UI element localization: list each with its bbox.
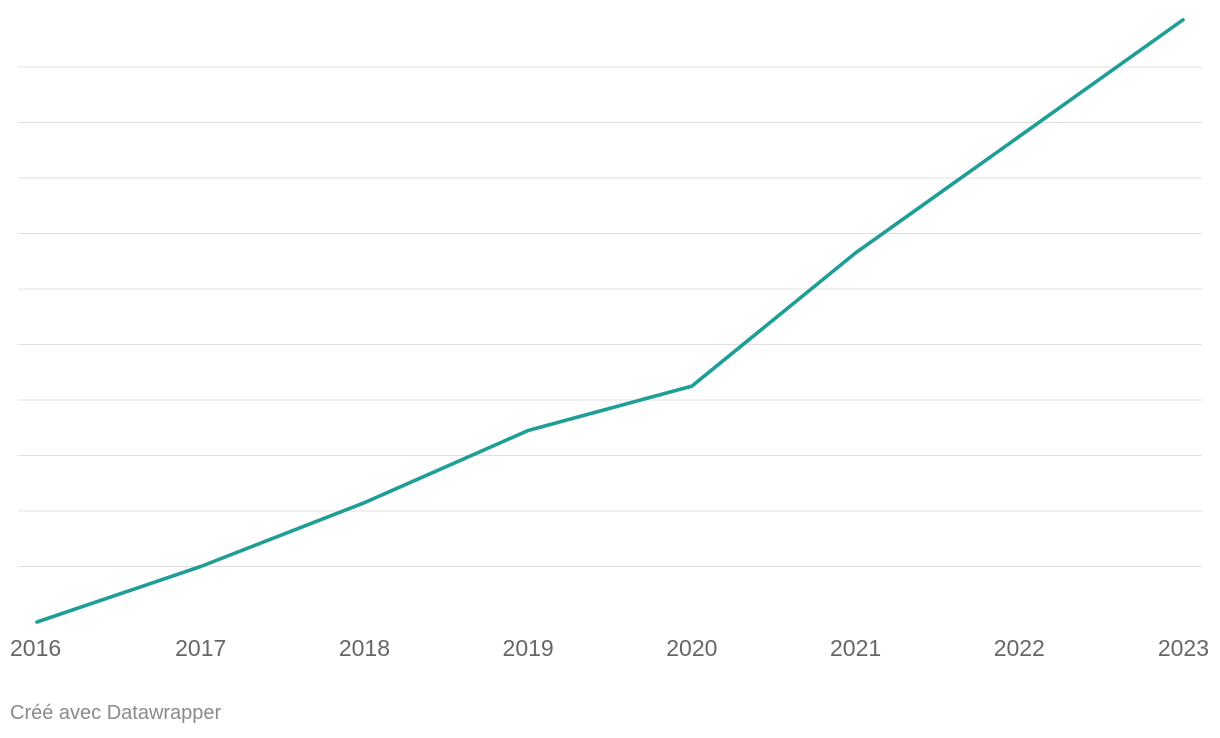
x-tick-label: 2016 bbox=[10, 635, 61, 661]
x-tick-label: 2020 bbox=[666, 635, 717, 661]
x-tick-label: 2017 bbox=[175, 635, 226, 661]
gridlines bbox=[18, 66, 1202, 568]
x-tick-label: 2023 bbox=[1158, 635, 1209, 661]
x-axis: 2016 2017 2018 2019 2020 2021 2022 2023 bbox=[10, 635, 1209, 661]
x-tick-label: 2022 bbox=[994, 635, 1045, 661]
x-tick-label: 2021 bbox=[830, 635, 881, 661]
x-tick-label: 2019 bbox=[503, 635, 554, 661]
x-tick-label: 2018 bbox=[339, 635, 390, 661]
series-layer bbox=[35, 17, 1185, 624]
series-line-0 bbox=[35, 17, 1185, 624]
credit-text: Créé avec Datawrapper bbox=[10, 702, 222, 724]
